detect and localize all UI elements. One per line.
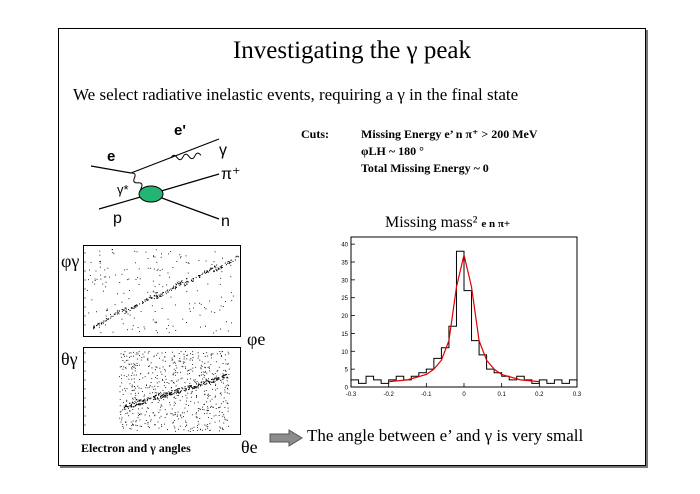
fit-curve — [388, 254, 540, 383]
x-tick-label: -0.3 — [346, 392, 357, 398]
label-gamma-star: γ* — [117, 182, 129, 197]
label-n: n — [221, 213, 230, 229]
x-tick-label: -0.2 — [383, 392, 394, 398]
conclusion-text: The angle between e’ and γ is very small — [307, 426, 584, 445]
slide-title: Investigating the γ peak — [232, 37, 472, 64]
x-tick-label: 0.2 — [535, 392, 544, 398]
cuts-label: Cuts: — [301, 127, 330, 141]
interaction-blob — [138, 185, 164, 203]
x-tick-label: 0 — [462, 392, 466, 398]
x-tick-label: 0.1 — [497, 392, 506, 398]
scatter-bottom-points — [119, 351, 230, 432]
label-gamma: γ — [219, 142, 227, 159]
scatter-plot-theta — [83, 347, 241, 435]
cut-item-3: Total Missing Energy ~ 0 — [361, 161, 489, 175]
scatter-top-ylabel: φγ — [61, 251, 80, 271]
missing-mass-histogram: 0 5 10 15 20 25 30 35 40 -0.3 -0.2 -0.1 0 0.1 0.2 0.3 — [341, 236, 582, 398]
arrow-right-icon — [269, 429, 303, 447]
real-photon-line — [170, 152, 202, 161]
y-tick-label: 20 — [341, 314, 348, 320]
cut-item-2: φLH ~ 180 ° — [361, 144, 424, 158]
y-tick-label: 35 — [341, 261, 348, 267]
slide: Investigating the γ peak We select radia… — [58, 28, 646, 466]
missing-mass-title-main: Missing mass² — [385, 214, 478, 231]
y-tick-label: 15 — [341, 332, 348, 338]
x-tick-label: -0.1 — [421, 392, 432, 398]
incoming-electron-line — [90, 165, 132, 174]
histogram-series — [350, 250, 578, 387]
missing-mass-title: Missing mass² e n π+ — [385, 214, 510, 232]
x-tick-label: 0.3 — [573, 392, 582, 398]
y-tick-label: 5 — [345, 368, 349, 374]
label-e: e — [107, 148, 115, 165]
missing-mass-title-sub: e n π+ — [481, 218, 511, 230]
y-tick-label: 10 — [341, 350, 348, 356]
y-tick-label: 25 — [341, 296, 348, 302]
label-e-prime: e' — [174, 122, 186, 139]
scatter-caption: Electron and γ angles — [81, 441, 191, 455]
y-tick-label: 0 — [345, 386, 349, 392]
scatter-bottom-ylabel: θγ — [61, 349, 78, 369]
scatter-top-xlabel: φe — [247, 329, 266, 349]
neutron-line — [150, 193, 220, 220]
scatter-bottom-xlabel: θe — [241, 437, 258, 457]
scatter-plot-phi — [83, 245, 241, 337]
cut-item-1: Missing Energy e’ n π⁺ > 200 MeV — [361, 127, 538, 141]
slide-subtitle: We select radiative inelastic events, re… — [73, 85, 519, 104]
feynman-diagram: e e' γ γ* π⁺ p n — [90, 122, 240, 229]
y-tick-label: 30 — [341, 278, 348, 284]
y-tick-label: 40 — [341, 243, 348, 249]
scatter-top-points — [87, 249, 240, 334]
label-p: p — [113, 210, 122, 227]
label-pi-plus: π⁺ — [221, 166, 240, 183]
